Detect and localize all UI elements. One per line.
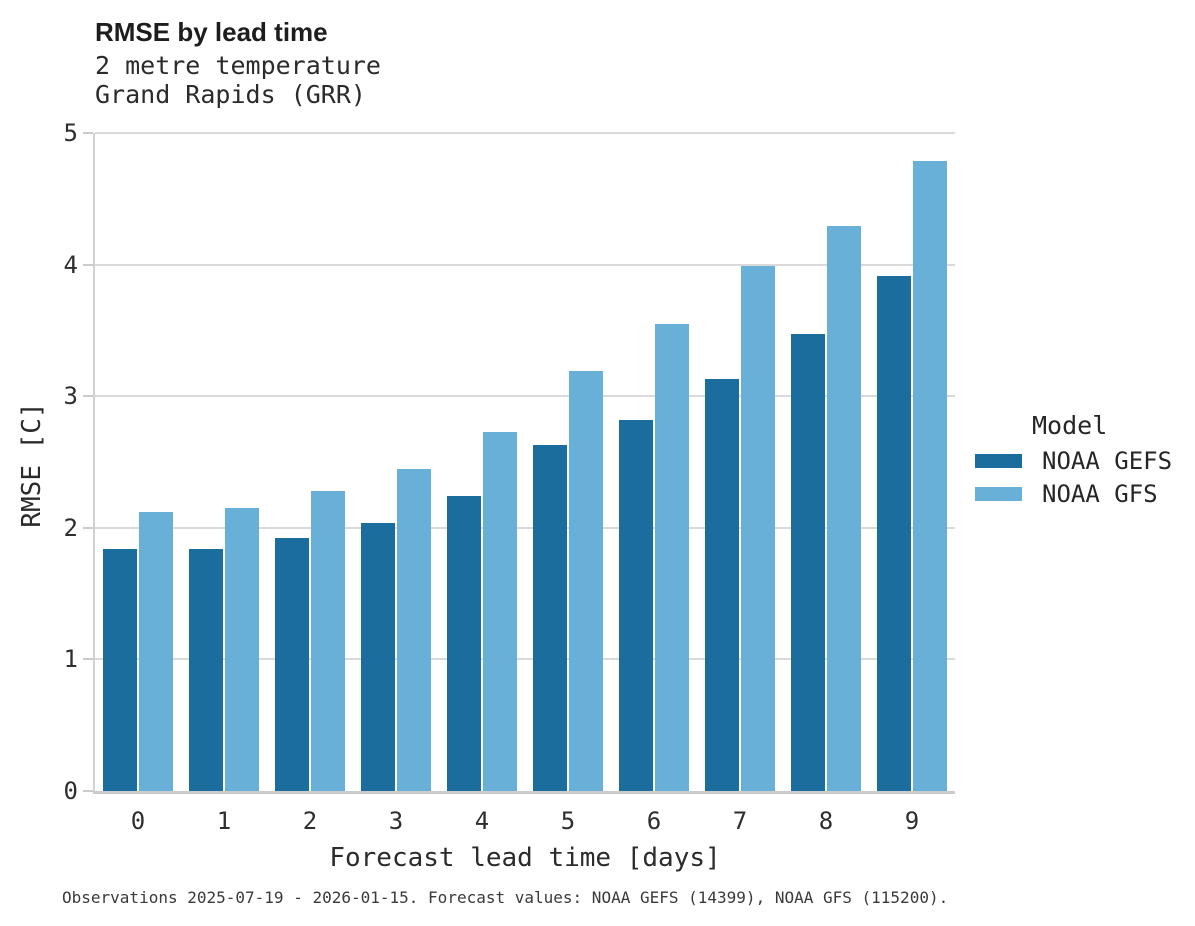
x-tick-label-2: 2: [302, 807, 318, 835]
legend-swatch-noaa-gfs: [975, 487, 1022, 501]
legend-label-noaa-gefs: NOAA GEFS: [1042, 447, 1173, 475]
gridline-y-4: [95, 263, 955, 266]
x-tick-label-5: 5: [560, 807, 576, 835]
chart-subtitle-variable: 2 metre temperature: [95, 51, 381, 80]
chart-caption: Observations 2025-07-19 - 2026-01-15. Fo…: [62, 888, 949, 907]
gridline-y-2: [95, 526, 955, 529]
gridline-y-1: [95, 658, 955, 661]
bar-noaa-gefs-day-5: [533, 444, 567, 791]
bar-noaa-gefs-day-3: [361, 522, 395, 791]
bar-noaa-gefs-day-4: [447, 496, 481, 791]
y-tick-label-4: 4: [63, 250, 78, 279]
bar-noaa-gfs-day-5: [569, 371, 603, 791]
chart-title: RMSE by lead time: [95, 17, 328, 47]
y-tick-mark-5: [83, 132, 93, 134]
x-tick-label-0: 0: [130, 807, 146, 835]
y-tick-mark-4: [83, 263, 93, 266]
x-tick-label-9: 9: [904, 807, 920, 835]
x-tick-label-8: 8: [818, 807, 834, 835]
legend-title: Model: [1032, 411, 1108, 440]
bar-noaa-gefs-day-2: [275, 538, 309, 791]
plot-area: [95, 132, 955, 791]
bar-noaa-gfs-day-1: [225, 508, 259, 791]
y-tick-label-5: 5: [63, 119, 78, 147]
y-tick-label-2: 2: [63, 513, 78, 542]
bar-noaa-gefs-day-0: [103, 548, 137, 791]
x-tick-label-1: 1: [216, 807, 232, 835]
gridline-y-5: [95, 132, 955, 134]
legend-swatch-noaa-gefs: [975, 454, 1022, 468]
bar-noaa-gfs-day-4: [483, 431, 517, 791]
y-tick-mark-3: [83, 395, 93, 398]
bar-noaa-gefs-day-1: [189, 548, 223, 791]
x-tick-label-7: 7: [732, 807, 748, 835]
y-tick-mark-2: [83, 526, 93, 529]
gridline-y-3: [95, 395, 955, 398]
legend-label-noaa-gfs: NOAA GFS: [1042, 480, 1158, 508]
bar-noaa-gfs-day-2: [311, 490, 345, 791]
x-tick-label-6: 6: [646, 807, 662, 835]
bar-noaa-gfs-day-3: [397, 468, 431, 791]
y-axis-line: [93, 133, 95, 791]
y-tick-label-3: 3: [63, 382, 78, 411]
bar-noaa-gfs-day-6: [655, 323, 689, 791]
bar-noaa-gfs-day-7: [741, 265, 775, 791]
y-tick-label-0: 0: [63, 777, 78, 805]
y-axis-title: RMSE [C]: [17, 402, 47, 528]
x-axis-title: Forecast lead time [days]: [329, 843, 721, 873]
y-tick-label-1: 1: [63, 645, 78, 674]
y-tick-mark-1: [83, 658, 93, 661]
y-tick-mark-0: [83, 790, 93, 792]
x-tick-label-4: 4: [474, 807, 490, 835]
bar-noaa-gefs-day-7: [705, 379, 739, 791]
bar-noaa-gefs-day-8: [791, 334, 825, 791]
x-axis-line: [93, 791, 955, 794]
bar-noaa-gfs-day-9: [913, 160, 947, 791]
x-tick-label-3: 3: [388, 807, 404, 835]
bar-noaa-gefs-day-6: [619, 419, 653, 791]
bar-noaa-gefs-day-9: [877, 276, 911, 791]
chart-subtitle-station: Grand Rapids (GRR): [95, 80, 366, 109]
bar-noaa-gfs-day-8: [827, 226, 861, 791]
bar-noaa-gfs-day-0: [139, 512, 173, 791]
